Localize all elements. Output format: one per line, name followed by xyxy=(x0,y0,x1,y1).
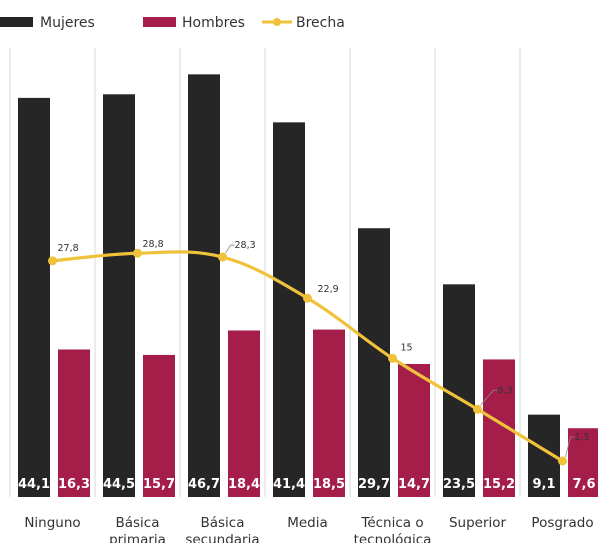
legend-swatch-hombres xyxy=(143,17,176,27)
bar-hombres xyxy=(143,354,175,497)
bar-value-label: 9,1 xyxy=(532,477,555,492)
bar-hombres xyxy=(398,363,430,497)
brecha-value-label: 15 xyxy=(401,342,413,353)
brecha-point xyxy=(473,404,482,414)
bar-mujeres xyxy=(358,228,390,497)
bar-value-label: 7,6 xyxy=(572,477,595,492)
category-label: Básica secundaria xyxy=(185,515,259,543)
bar-value-label: 15,7 xyxy=(143,477,175,492)
legend-swatch-marker xyxy=(273,18,281,26)
legend-label-hombres: Hombres xyxy=(182,15,245,31)
brecha-point xyxy=(133,248,142,258)
label-leader-line xyxy=(565,436,575,458)
category-label: Media xyxy=(287,515,328,531)
bar-value-label: 44,5 xyxy=(103,477,135,492)
bar-value-label: 18,4 xyxy=(228,477,260,492)
category-label: Posgrado xyxy=(531,515,593,531)
category-axis: Ninguno Básica primaria Básica secundaria Med… xyxy=(24,515,593,543)
brecha-value-label: 1,5 xyxy=(575,432,590,443)
bar-value-label: 18,5 xyxy=(313,477,345,492)
bar-mujeres xyxy=(103,94,135,498)
brecha-point xyxy=(218,252,227,262)
brecha-value-label: 27,8 xyxy=(58,243,79,254)
category-label: Superior xyxy=(449,515,507,531)
brecha-value-label: 28,3 xyxy=(235,240,256,251)
bar-value-label: 23,5 xyxy=(443,477,475,492)
data-labels: 44,1 44,5 46,7 41,4 29,7 23,5 9,1 16,3 15,7 18,4 1… xyxy=(18,239,596,492)
legend-label-mujeres: Mujeres xyxy=(40,15,95,31)
legend: Mujeres Hombres Brecha xyxy=(0,15,345,31)
bar-hombres xyxy=(228,330,260,497)
category-label: Técnica o tecnológica xyxy=(354,515,432,543)
category-label: Básica primaria xyxy=(109,515,166,543)
category-separators xyxy=(9,48,521,497)
bar-value-label: 41,4 xyxy=(273,477,305,492)
bar-value-label: 16,3 xyxy=(58,477,90,492)
bar-mujeres xyxy=(188,74,220,498)
label-leader-line xyxy=(480,389,498,406)
bar-hombres xyxy=(568,428,598,497)
brecha-value-label: 28,8 xyxy=(143,239,164,250)
brecha-line-group xyxy=(48,244,575,466)
brecha-point xyxy=(558,456,567,466)
bar-value-label: 14,7 xyxy=(398,477,430,492)
label-leader-line xyxy=(225,244,235,254)
bar-value-label: 15,2 xyxy=(483,477,515,492)
brecha-point xyxy=(48,256,57,266)
bar-value-label: 29,7 xyxy=(358,477,390,492)
brecha-point xyxy=(303,293,312,303)
brecha-value-label: 22,9 xyxy=(318,284,339,295)
category-label: Ninguno xyxy=(24,515,80,531)
bar-mujeres xyxy=(18,97,50,498)
bar-hombres xyxy=(313,329,345,497)
legend-label-brecha: Brecha xyxy=(296,15,345,31)
brecha-value-label: 8,3 xyxy=(498,385,513,396)
bar-value-label: 44,1 xyxy=(18,477,50,492)
bars xyxy=(18,74,598,498)
bar-mujeres xyxy=(273,122,305,497)
brecha-point xyxy=(388,353,397,363)
legend-swatch-mujeres xyxy=(0,17,33,27)
bar-hombres xyxy=(58,349,90,497)
bar-value-label: 46,7 xyxy=(188,477,220,492)
